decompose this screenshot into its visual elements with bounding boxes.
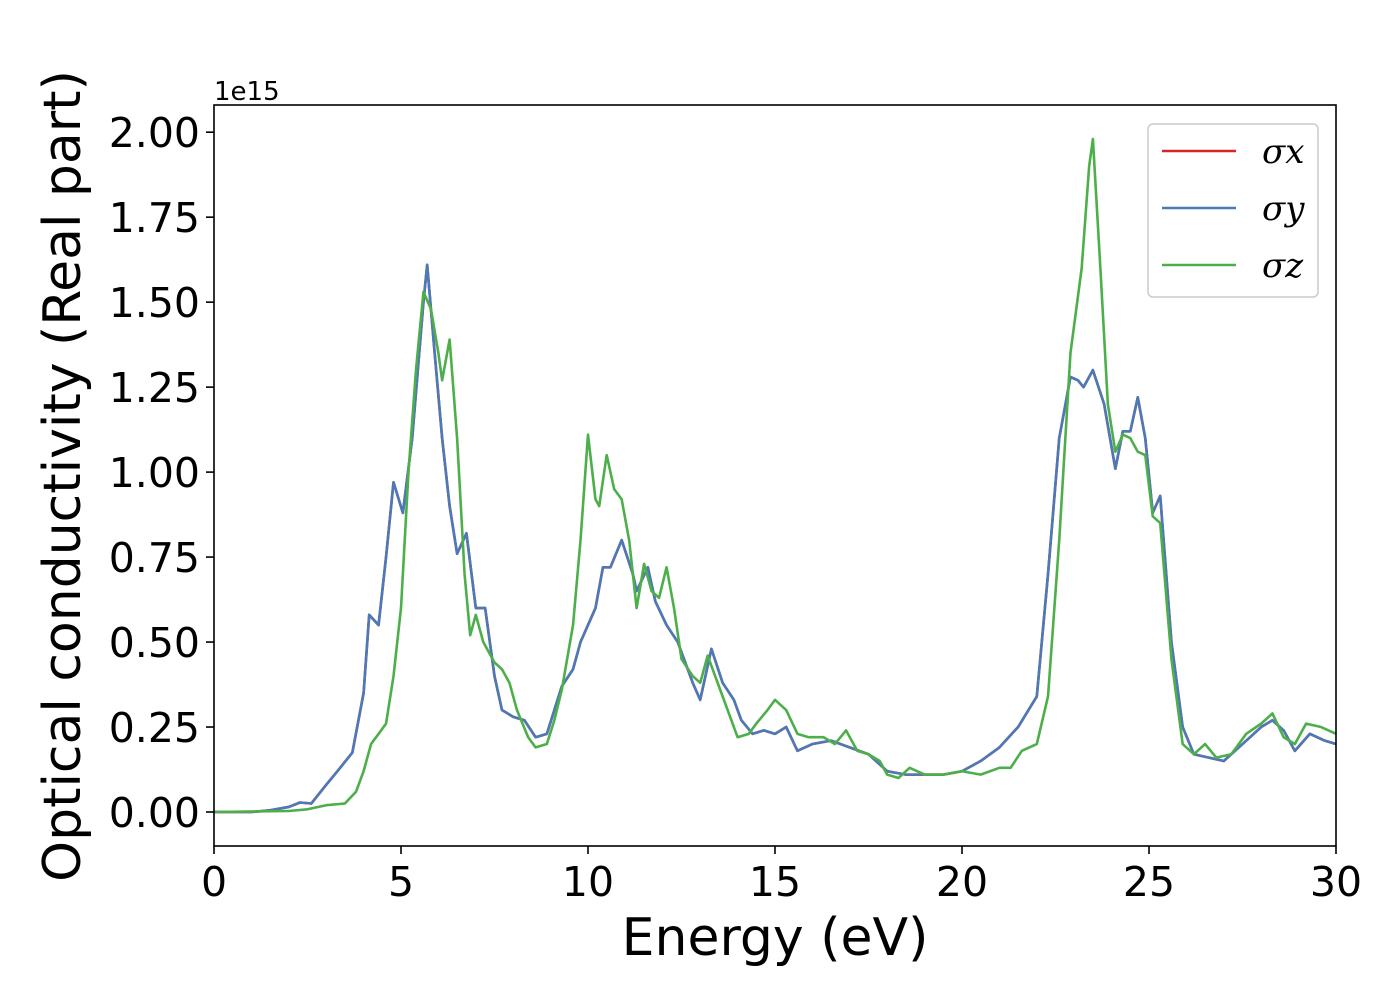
- y-tick-label: 2.00: [109, 109, 200, 157]
- y-tick-label: 0.25: [109, 704, 200, 752]
- y-tick-label: 1.25: [109, 364, 200, 412]
- series-line-3: [214, 137, 1336, 814]
- y-tick-label: 0.00: [109, 789, 200, 837]
- y-tick-label: 0.75: [109, 534, 200, 582]
- y-tick-label: 0.50: [109, 619, 200, 667]
- legend-box: [1147, 123, 1319, 298]
- legend-label: σy: [1262, 189, 1305, 229]
- legend: σx σy σz: [1147, 123, 1319, 298]
- x-axis-ticks: 0 5 10 15 20 25 30: [201, 846, 1362, 906]
- x-axis-label: Energy (eV): [622, 908, 929, 968]
- x-tick-label: 25: [1123, 858, 1175, 906]
- series-lines: [214, 137, 1336, 814]
- x-tick-label: 20: [936, 858, 988, 906]
- x-tick-label: 0: [201, 858, 227, 906]
- x-tick-label: 30: [1310, 858, 1362, 906]
- y-offset-text: 1e15: [214, 77, 280, 107]
- y-tick-label: 1.50: [109, 279, 200, 327]
- legend-label: σx: [1262, 132, 1304, 172]
- y-axis-ticks: 0.00 0.25 0.50 0.75 1.00 1.25 1.50 1.75 2.00: [109, 109, 214, 837]
- legend-label: σz: [1262, 246, 1304, 286]
- y-axis-label: Optical conductivity (Real part): [33, 70, 93, 882]
- x-tick-label: 5: [388, 858, 414, 906]
- y-tick-label: 1.75: [109, 194, 200, 242]
- x-tick-label: 10: [562, 858, 614, 906]
- x-tick-label: 15: [749, 858, 801, 906]
- y-tick-label: 1.00: [109, 449, 200, 497]
